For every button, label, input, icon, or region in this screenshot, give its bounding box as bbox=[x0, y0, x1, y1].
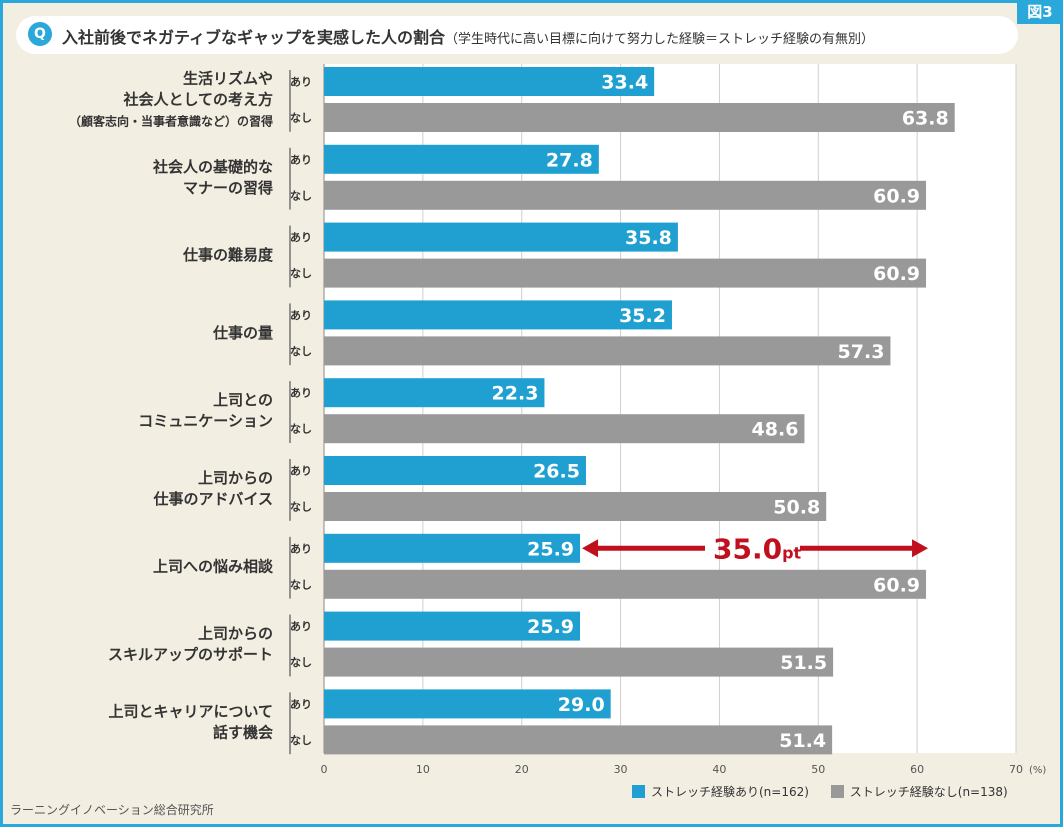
data-label: 51.5 bbox=[780, 652, 827, 674]
data-label: 33.4 bbox=[601, 72, 648, 94]
legend-item-ari: ストレッチ経験あり(n=162) bbox=[632, 783, 809, 800]
source-credit: ラーニングイノベーション総合研究所 bbox=[10, 803, 214, 817]
data-label: 60.9 bbox=[873, 185, 920, 207]
bar-ari bbox=[324, 611, 581, 641]
category-label: スキルアップのサポート bbox=[108, 646, 273, 664]
figure-number-tag: 図3 bbox=[1017, 0, 1063, 24]
category-label: 上司からの bbox=[198, 625, 273, 643]
sub-label: なし bbox=[290, 734, 312, 747]
bar-nashi bbox=[324, 336, 891, 366]
data-label: 57.3 bbox=[838, 341, 885, 363]
category-label: 上司とキャリアについて bbox=[108, 702, 273, 720]
sub-label: なし bbox=[290, 189, 312, 202]
x-tick-label: 60 bbox=[910, 763, 924, 776]
x-tick-label: 10 bbox=[416, 763, 430, 776]
category-label: 話す機会 bbox=[213, 723, 273, 741]
sub-label: あり bbox=[290, 76, 312, 89]
data-label: 51.4 bbox=[779, 730, 826, 752]
legend-swatch-ari bbox=[632, 785, 645, 798]
sub-label: なし bbox=[290, 423, 312, 436]
sub-label: なし bbox=[290, 578, 312, 591]
title-main: 入社前後でネガティブなギャップを実感した人の割合 bbox=[62, 28, 446, 47]
gap-arrowhead-left bbox=[582, 539, 599, 558]
x-tick-label: 0 bbox=[321, 763, 328, 776]
title-box bbox=[16, 16, 1018, 54]
sub-label: あり bbox=[290, 542, 312, 555]
category-label: 仕事の量 bbox=[212, 324, 273, 342]
sub-label: なし bbox=[290, 112, 312, 125]
bar-nashi bbox=[324, 492, 827, 521]
sub-label: あり bbox=[290, 231, 312, 244]
bar-nashi bbox=[324, 258, 927, 288]
data-label: 35.8 bbox=[625, 227, 672, 249]
sub-label: あり bbox=[290, 698, 312, 711]
gap-annotation-unit: pt bbox=[782, 543, 801, 562]
data-label: 50.8 bbox=[773, 497, 820, 519]
legend-item-nashi: ストレッチ経験なし(n=138) bbox=[830, 783, 1008, 800]
sub-label: あり bbox=[290, 153, 312, 166]
data-label: 29.0 bbox=[558, 694, 605, 716]
sub-label: あり bbox=[290, 620, 312, 633]
category-label: マナーの習得 bbox=[183, 179, 273, 197]
x-axis-unit: (%) bbox=[1029, 765, 1046, 776]
data-label: 35.2 bbox=[619, 305, 666, 327]
bar-nashi bbox=[324, 414, 805, 444]
bar-ari bbox=[324, 67, 655, 96]
bar-nashi bbox=[324, 103, 955, 132]
category-label: 上司との bbox=[213, 391, 273, 409]
data-label: 26.5 bbox=[533, 461, 580, 483]
chart-title: 入社前後でネガティブなギャップを実感した人の割合（学生時代に高い目標に向けて努力… bbox=[62, 24, 874, 48]
bar-ari bbox=[324, 222, 678, 252]
data-label: 25.9 bbox=[527, 616, 574, 638]
category-label: （顧客志向・当事者意識など）の習得 bbox=[69, 114, 273, 129]
sub-label: あり bbox=[290, 387, 312, 400]
category-label: 社会人としての考え方 bbox=[122, 91, 273, 109]
x-tick-label: 30 bbox=[614, 763, 628, 776]
sub-label: なし bbox=[290, 501, 312, 514]
legend-label-ari: ストレッチ経験あり(n=162) bbox=[651, 785, 809, 799]
x-tick-label: 20 bbox=[515, 763, 529, 776]
x-tick-label: 70 bbox=[1009, 763, 1023, 776]
data-label: 22.3 bbox=[492, 383, 539, 405]
data-label: 48.6 bbox=[752, 419, 799, 441]
data-label: 63.8 bbox=[902, 108, 949, 130]
bar-ari bbox=[324, 456, 586, 485]
gap-arrowhead-right bbox=[912, 539, 929, 558]
category-label: 生活リズムや bbox=[183, 70, 273, 88]
category-label: 上司への悩み相談 bbox=[153, 557, 274, 575]
data-label: 60.9 bbox=[873, 574, 920, 596]
data-label: 27.8 bbox=[546, 149, 593, 171]
category-label: 上司からの bbox=[198, 469, 273, 487]
sub-label: あり bbox=[290, 465, 312, 478]
gap-annotation-value: 35.0 bbox=[713, 532, 782, 565]
legend: ストレッチ経験あり(n=162) ストレッチ経験なし(n=138) bbox=[632, 783, 1026, 800]
bar-ari bbox=[324, 144, 599, 174]
sub-label: なし bbox=[290, 656, 312, 669]
bar-nashi bbox=[324, 180, 927, 210]
data-label: 25.9 bbox=[527, 538, 574, 560]
legend-label-nashi: ストレッチ経験なし(n=138) bbox=[849, 785, 1008, 799]
bar-nashi bbox=[324, 569, 927, 599]
bar-nashi bbox=[324, 647, 834, 677]
x-tick-label: 40 bbox=[712, 763, 726, 776]
chart-subtitle: （学生時代に高い目標に向けて努力した経験＝ストレッチ経験の有無別） bbox=[445, 32, 875, 47]
x-tick-label: 50 bbox=[811, 763, 825, 776]
question-badge: Q bbox=[28, 22, 52, 46]
data-label: 60.9 bbox=[873, 263, 920, 285]
category-label: 仕事の難易度 bbox=[182, 246, 274, 264]
bar-ari bbox=[324, 689, 611, 719]
category-label: コミュニケーション bbox=[138, 412, 273, 430]
legend-swatch-nashi bbox=[830, 785, 844, 798]
gap-annotation: 35.0pt bbox=[713, 532, 802, 565]
bar-ari bbox=[324, 378, 545, 408]
sub-label: なし bbox=[290, 345, 312, 358]
sub-label: なし bbox=[290, 267, 312, 280]
bar-nashi bbox=[324, 725, 833, 755]
category-label: 社会人の基礎的な bbox=[152, 158, 273, 176]
sub-label: あり bbox=[290, 309, 312, 322]
bar-ari bbox=[324, 533, 581, 563]
bar-ari bbox=[324, 300, 672, 330]
category-label: 仕事のアドバイス bbox=[152, 490, 273, 508]
